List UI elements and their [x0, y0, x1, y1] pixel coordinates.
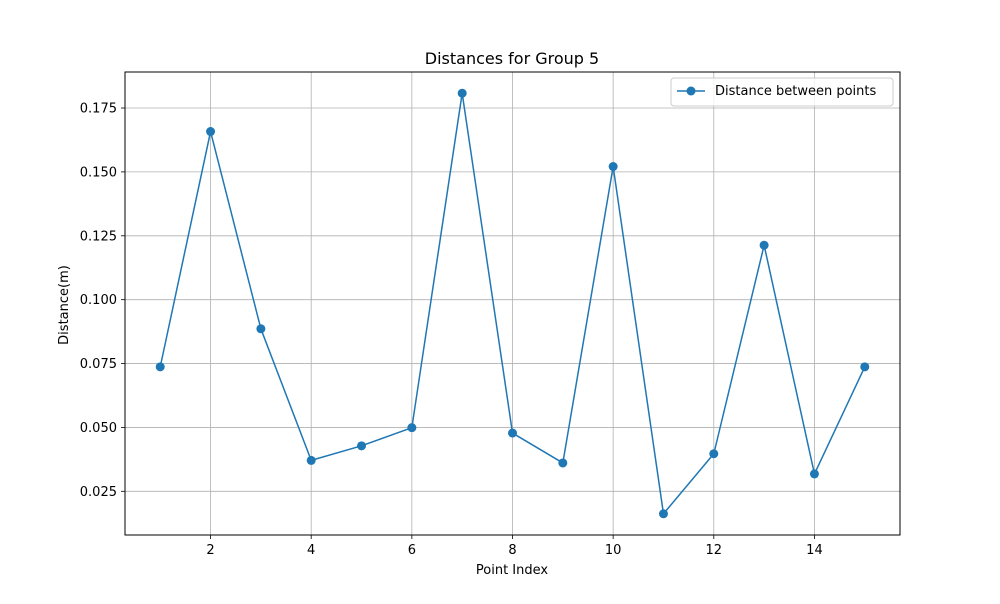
y-tick-label: 0.050 — [80, 421, 117, 436]
y-tick-label: 0.175 — [80, 102, 117, 117]
x-tick-label: 2 — [206, 543, 214, 558]
y-tick-label: 0.150 — [80, 165, 117, 180]
data-point — [155, 362, 165, 372]
x-tick-label: 8 — [508, 543, 516, 558]
y-axis-label: Distance(m) — [57, 265, 72, 345]
y-tick-label: 0.100 — [80, 293, 117, 308]
y-tick-label: 0.125 — [80, 229, 117, 244]
data-point — [256, 324, 266, 334]
data-point — [608, 162, 618, 172]
x-tick-label: 10 — [605, 543, 622, 558]
x-tick-label: 14 — [806, 543, 823, 558]
data-point — [709, 449, 719, 459]
chart-title: Distances for Group 5 — [425, 49, 599, 68]
series-layer — [155, 88, 870, 519]
legend-marker-sample — [686, 86, 696, 96]
data-point — [558, 458, 568, 468]
y-axis-ticks: 0.025 0.050 0.075 0.100 0.125 0.150 0.175 — [80, 102, 125, 500]
legend: Distance between points — [670, 77, 894, 107]
data-point — [658, 509, 668, 519]
data-point — [407, 423, 417, 433]
data-point — [508, 428, 517, 438]
legend-box — [670, 77, 894, 107]
legend-label: Distance between points — [715, 84, 876, 99]
data-point — [457, 88, 467, 98]
data-point — [809, 469, 819, 479]
x-tick-label: 6 — [408, 543, 416, 558]
x-tick-label: 4 — [307, 543, 315, 558]
data-point — [357, 441, 367, 451]
data-point — [206, 127, 216, 137]
x-axis-label: Point Index — [476, 563, 549, 578]
data-point — [306, 455, 316, 465]
grid-layer — [125, 72, 900, 535]
x-tick-label: 12 — [706, 543, 723, 558]
data-point — [759, 240, 769, 250]
y-tick-label: 0.075 — [80, 357, 117, 372]
x-axis-ticks: 2 4 6 8 10 12 14 — [206, 535, 823, 558]
y-tick-label: 0.025 — [80, 485, 117, 500]
data-point — [860, 362, 870, 372]
